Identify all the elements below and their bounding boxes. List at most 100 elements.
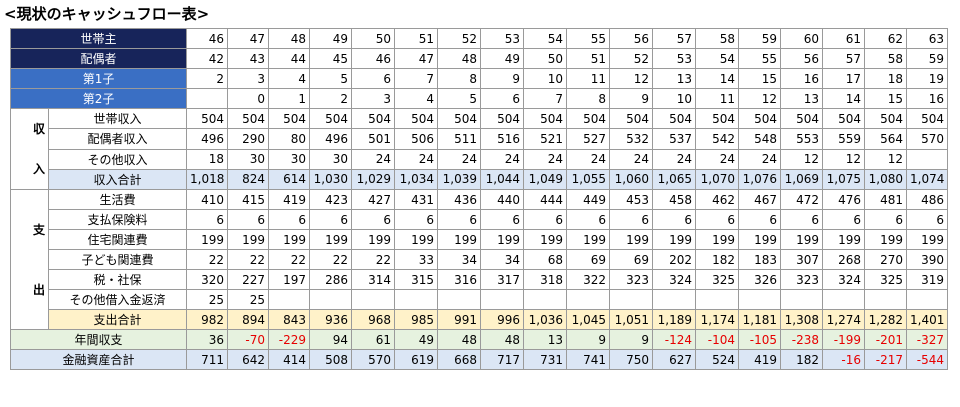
cell-assets: -217	[864, 349, 908, 370]
cell-tax: 317	[480, 269, 525, 290]
cell-insurance: 6	[351, 209, 396, 230]
cell-insurance: 6	[864, 209, 908, 230]
cell-spouse: 48	[437, 48, 482, 69]
cell-housing: 199	[864, 229, 908, 250]
cell-insurance: 6	[437, 209, 482, 230]
cell-loan	[906, 289, 949, 310]
cell-income_spouse: 564	[864, 128, 908, 150]
cell-insurance: 6	[738, 209, 782, 230]
cell-head: 53	[480, 28, 525, 49]
cell-assets: 570	[351, 349, 396, 370]
cell-housing: 199	[609, 229, 654, 250]
cell-child2: 10	[652, 88, 697, 109]
cell-child2: 2	[309, 88, 353, 109]
table-row-tax: 税・社保 320 227 197 286 314 315 316 317 318 322 323 324…	[11, 269, 949, 290]
cell-tax: 324	[652, 269, 697, 290]
cell-insurance: 6	[309, 209, 353, 230]
cell-income_total: 1,049	[523, 168, 568, 191]
cell-annual: 36	[186, 329, 229, 350]
cell-income_other: 24	[437, 148, 482, 170]
table-row-income_total: 収入合計 1,018 824 614 1,030 1,029 1,034 1,039 1,044…	[11, 168, 949, 191]
cell-income_other	[906, 148, 949, 170]
cell-housing: 199	[227, 229, 270, 250]
row-label-income_total: 収入合計	[47, 168, 188, 191]
cell-income_spouse: 542	[695, 128, 740, 150]
cell-spouse: 50	[523, 48, 568, 69]
cell-tax: 286	[309, 269, 353, 290]
cell-income_total: 1,018	[186, 168, 229, 191]
table-row-insurance: 支払保険料 6 6 6 6 6 6 6 6 6 6 6 6 6 6 6 6 6 6	[11, 209, 949, 230]
cell-child1: 19	[906, 68, 949, 89]
cell-expense_total: 1,189	[652, 309, 697, 330]
row-label-income_other: その他収入	[47, 148, 188, 170]
cell-children: 182	[695, 249, 740, 270]
cell-income_other: 30	[227, 148, 270, 170]
cell-children: 22	[186, 249, 229, 270]
cell-income_total: 1,034	[394, 168, 439, 191]
cell-head: 56	[609, 28, 654, 49]
cell-child2: 4	[394, 88, 439, 109]
cell-annual: 9	[566, 329, 611, 350]
cell-expense_total: 968	[351, 309, 396, 330]
cell-housing: 199	[566, 229, 611, 250]
cell-tax: 326	[738, 269, 782, 290]
cell-loan	[309, 289, 353, 310]
cell-income_head: 504	[309, 107, 353, 130]
cell-child2: 0	[227, 88, 270, 109]
cell-insurance: 6	[523, 209, 568, 230]
row-label-annual: 年間収支	[9, 329, 188, 350]
cell-income_head: 504	[906, 107, 949, 130]
cell-tax: 197	[268, 269, 311, 290]
cell-income_other: 12	[780, 148, 824, 170]
cell-insurance: 6	[394, 209, 439, 230]
cell-assets: -16	[822, 349, 866, 370]
cell-children: 202	[652, 249, 697, 270]
cell-assets: 419	[738, 349, 782, 370]
cell-annual: -70	[227, 329, 270, 350]
cell-expense_total: 1,045	[566, 309, 611, 330]
row-label-loan: その他借入金返済	[47, 289, 188, 310]
row-label-insurance: 支払保険料	[47, 209, 188, 230]
cell-living: 462	[695, 189, 740, 210]
cell-income_total: 1,080	[864, 168, 908, 191]
cell-children: 183	[738, 249, 782, 270]
cell-living: 476	[822, 189, 866, 210]
cell-loan	[822, 289, 866, 310]
cell-insurance: 6	[227, 209, 270, 230]
cell-annual: 48	[437, 329, 482, 350]
cell-insurance: 6	[186, 209, 229, 230]
cell-child2: 9	[609, 88, 654, 109]
cell-living: 467	[738, 189, 782, 210]
cell-tax: 314	[351, 269, 396, 290]
cell-children: 69	[609, 249, 654, 270]
cell-tax: 323	[780, 269, 824, 290]
cell-income_spouse: 290	[227, 128, 270, 150]
cell-spouse: 49	[480, 48, 525, 69]
table-row-assets: 金融資産合計 711 642 414 508 570 619 668 717 731 741 750 6…	[9, 349, 949, 370]
cell-annual: 61	[351, 329, 396, 350]
cell-expense_total: 1,308	[780, 309, 824, 330]
cell-head: 60	[780, 28, 824, 49]
table-row-income_other: その他収入 18 30 30 30 24 24 24 24 24 24 24 24 24 24 12 12 12	[11, 148, 949, 170]
cell-income_other: 24	[566, 148, 611, 170]
cell-head: 54	[523, 28, 568, 49]
cell-living: 419	[268, 189, 311, 210]
cell-spouse: 56	[780, 48, 824, 69]
cell-income_spouse: 496	[309, 128, 353, 150]
cell-loan	[780, 289, 824, 310]
cell-income_head: 504	[523, 107, 568, 130]
cell-child2: 6	[480, 88, 525, 109]
cell-housing: 199	[822, 229, 866, 250]
cell-tax: 227	[227, 269, 270, 290]
row-label-spouse: 配偶者	[9, 48, 188, 69]
cell-income_spouse: 501	[351, 128, 396, 150]
cell-income_spouse: 516	[480, 128, 525, 150]
row-label-income_head: 世帯収入	[47, 107, 188, 130]
cell-child2: 14	[822, 88, 866, 109]
cell-expense_total: 1,051	[609, 309, 654, 330]
cell-housing: 199	[268, 229, 311, 250]
cell-housing: 199	[906, 229, 949, 250]
cell-loan	[437, 289, 482, 310]
cell-income_spouse: 559	[822, 128, 866, 150]
